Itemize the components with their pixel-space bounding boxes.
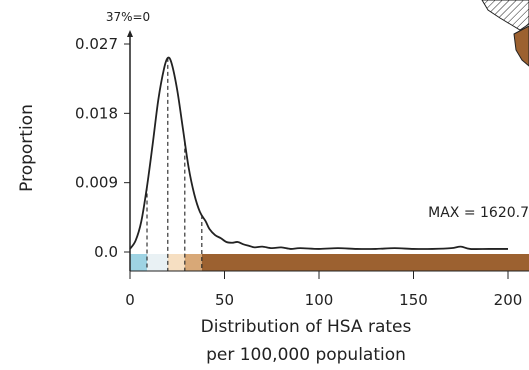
y-tick-label-4: 0.027: [75, 35, 118, 53]
color-band-2: [147, 254, 168, 271]
map-inset-fragment: [481, 0, 529, 67]
x-tick-label-4: 150: [399, 291, 428, 309]
y-tick-label-2: 0.009: [75, 174, 118, 192]
max-value-label: MAX = 1620.7: [428, 205, 529, 221]
color-bands: [130, 254, 529, 271]
y-axis-arrow: [127, 30, 133, 37]
color-band-1: [130, 254, 148, 271]
density-curve: [129, 56, 508, 250]
x-axis-title-line-1: Distribution of HSA rates: [201, 317, 412, 337]
x-tick-label-2: 50: [215, 291, 234, 309]
x-axis-title-line-2: per 100,000 population: [206, 345, 406, 365]
map-region-brown: [513, 25, 529, 67]
y-ticks: 0.0 0.009 0.018 0.027: [75, 35, 130, 261]
x-tick-label-1: 0: [125, 291, 135, 309]
y-axis-note: 37%=0: [106, 10, 150, 24]
y-axis-title: Proportion: [17, 104, 37, 192]
x-tick-label-3: 100: [305, 291, 334, 309]
color-band-4: [184, 254, 202, 271]
quantile-lines: [146, 57, 203, 271]
y-tick-label-1: 0.0: [94, 243, 118, 261]
map-region-hatched: [481, 0, 529, 31]
x-ticks: 0 50 100 150 200: [125, 271, 522, 309]
color-band-5: [201, 254, 529, 271]
color-band-3: [167, 254, 185, 271]
x-tick-label-5: 200: [494, 291, 523, 309]
y-tick-label-3: 0.018: [75, 104, 118, 122]
